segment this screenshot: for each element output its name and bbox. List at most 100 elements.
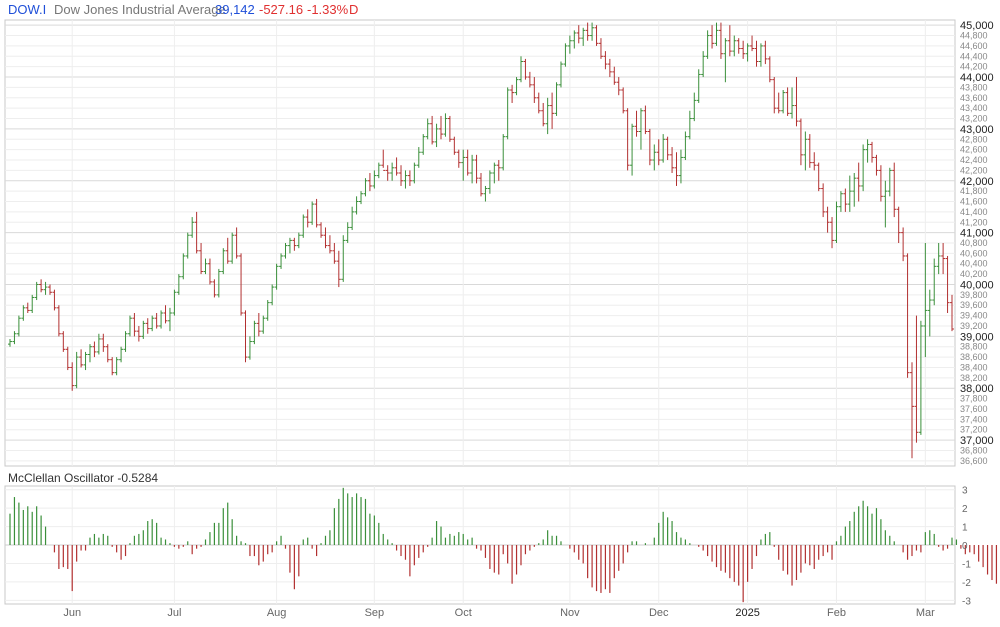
ohlc-bar bbox=[452, 136, 457, 155]
price-change: -527.16 bbox=[259, 2, 303, 17]
ohlc-bar bbox=[816, 162, 821, 192]
oscillator-tick-label: -2 bbox=[962, 578, 971, 589]
ohlc-bar bbox=[216, 268, 221, 298]
ohlc-bar bbox=[514, 77, 519, 96]
ohlc-bar bbox=[270, 284, 275, 306]
ohlc-bar bbox=[505, 87, 510, 140]
ohlc-bar bbox=[172, 289, 177, 316]
ohlc-bar bbox=[363, 178, 368, 197]
ohlc-bar bbox=[598, 38, 603, 59]
price-tick-label: 44,000 bbox=[960, 72, 994, 84]
ohlc-bar bbox=[16, 315, 21, 337]
ohlc-bar bbox=[932, 258, 937, 306]
ohlc-bar bbox=[203, 258, 208, 275]
ohlc-bar bbox=[21, 305, 26, 321]
ohlc-bar bbox=[372, 170, 377, 189]
price-tick-label: 38,800 bbox=[960, 342, 988, 352]
price-tick-label: 40,400 bbox=[960, 259, 988, 269]
ohlc-bar bbox=[221, 248, 226, 275]
ohlc-bar bbox=[523, 58, 528, 80]
ohlc-bar bbox=[847, 175, 852, 212]
ohlc-bar bbox=[678, 149, 683, 184]
ohlc-bar bbox=[541, 102, 546, 127]
ohlc-bar bbox=[776, 92, 781, 114]
ohlc-bar bbox=[385, 165, 390, 181]
price-tick-label: 37,400 bbox=[960, 414, 988, 424]
ohlc-bar bbox=[265, 300, 270, 321]
ohlc-bar bbox=[550, 92, 555, 129]
ohlc-bar bbox=[501, 134, 506, 171]
ohlc-bar bbox=[745, 43, 750, 62]
ohlc-bar bbox=[585, 22, 590, 41]
ohlc-bar bbox=[96, 333, 101, 355]
ohlc-bar bbox=[790, 87, 795, 119]
x-tick-label: Mar bbox=[916, 607, 935, 619]
ohlc-bar bbox=[496, 160, 501, 181]
ohlc-bar bbox=[874, 154, 879, 176]
ohlc-bar bbox=[710, 25, 715, 49]
ohlc-bar bbox=[154, 313, 159, 329]
oscillator-tick-label: -1 bbox=[962, 559, 971, 570]
index-name: Dow Jones Industrial Average bbox=[54, 2, 226, 17]
ohlc-bar bbox=[159, 310, 164, 329]
ohlc-bar bbox=[443, 113, 448, 137]
ohlc-bar bbox=[821, 183, 826, 218]
ohlc-bar bbox=[941, 243, 946, 275]
ohlc-bar bbox=[674, 152, 679, 186]
ohlc-bar bbox=[794, 77, 799, 127]
ohlc-bar bbox=[132, 313, 137, 337]
x-tick-label: Jun bbox=[63, 607, 81, 619]
price-tick-label: 40,800 bbox=[960, 238, 988, 248]
ohlc-bar bbox=[181, 253, 186, 280]
symbol-link[interactable]: DOW.I bbox=[8, 2, 46, 17]
ohlc-bar bbox=[532, 77, 537, 103]
price-tick-label: 37,200 bbox=[960, 425, 988, 435]
ohlc-bar bbox=[252, 320, 257, 345]
oscillator-tick-label: 1 bbox=[962, 523, 968, 534]
price-tick-label: 39,800 bbox=[960, 290, 988, 300]
ohlc-bar bbox=[567, 35, 572, 54]
ohlc-bar bbox=[39, 279, 44, 293]
oscillator-y-axis: 3 2 1 0 -1 -2 -3 bbox=[962, 486, 971, 608]
ohlc-bar bbox=[47, 284, 52, 295]
ohlc-bar bbox=[479, 172, 483, 197]
ohlc-bar bbox=[83, 351, 88, 371]
ohlc-bar bbox=[296, 232, 301, 249]
ohlc-bar bbox=[350, 206, 355, 231]
ohlc-bar bbox=[510, 84, 515, 103]
price-tick-label: 36,600 bbox=[960, 456, 988, 466]
price-tick-label: 39,200 bbox=[960, 321, 988, 331]
price-tick-label: 42,400 bbox=[960, 155, 988, 165]
ohlc-bar bbox=[345, 222, 350, 243]
ohlc-bar bbox=[896, 206, 901, 243]
period-indicator[interactable]: D bbox=[349, 2, 358, 17]
price-tick-label: 38,600 bbox=[960, 352, 988, 362]
ohlc-bar bbox=[376, 162, 381, 179]
ohlc-bar bbox=[421, 134, 426, 155]
ohlc-bar bbox=[430, 115, 435, 145]
ohlc-bar bbox=[439, 115, 444, 140]
ohlc-bar bbox=[727, 25, 732, 57]
ohlc-bar bbox=[643, 105, 648, 135]
ohlc-bar bbox=[381, 149, 386, 171]
ohlc-bar bbox=[732, 35, 737, 57]
ohlc-bar bbox=[190, 217, 195, 238]
ohlc-bar bbox=[283, 243, 288, 259]
ohlc-bar bbox=[79, 349, 84, 368]
ohlc-bar bbox=[736, 38, 741, 54]
ohlc-bar bbox=[56, 305, 61, 337]
ohlc-bar bbox=[261, 315, 266, 334]
ohlc-bar bbox=[390, 162, 395, 181]
ohlc-bar bbox=[625, 108, 630, 171]
ohlc-bar bbox=[367, 172, 372, 192]
ohlc-bar bbox=[145, 318, 150, 334]
ohlc-bar bbox=[741, 40, 746, 59]
price-tick-label: 43,600 bbox=[960, 93, 988, 103]
ohlc-bar bbox=[274, 263, 279, 290]
ohlc-bar bbox=[65, 346, 70, 371]
ohlc-bar bbox=[754, 40, 759, 67]
ohlc-bar bbox=[670, 147, 675, 173]
ohlc-bar bbox=[905, 253, 910, 378]
ohlc-bar bbox=[323, 227, 328, 249]
